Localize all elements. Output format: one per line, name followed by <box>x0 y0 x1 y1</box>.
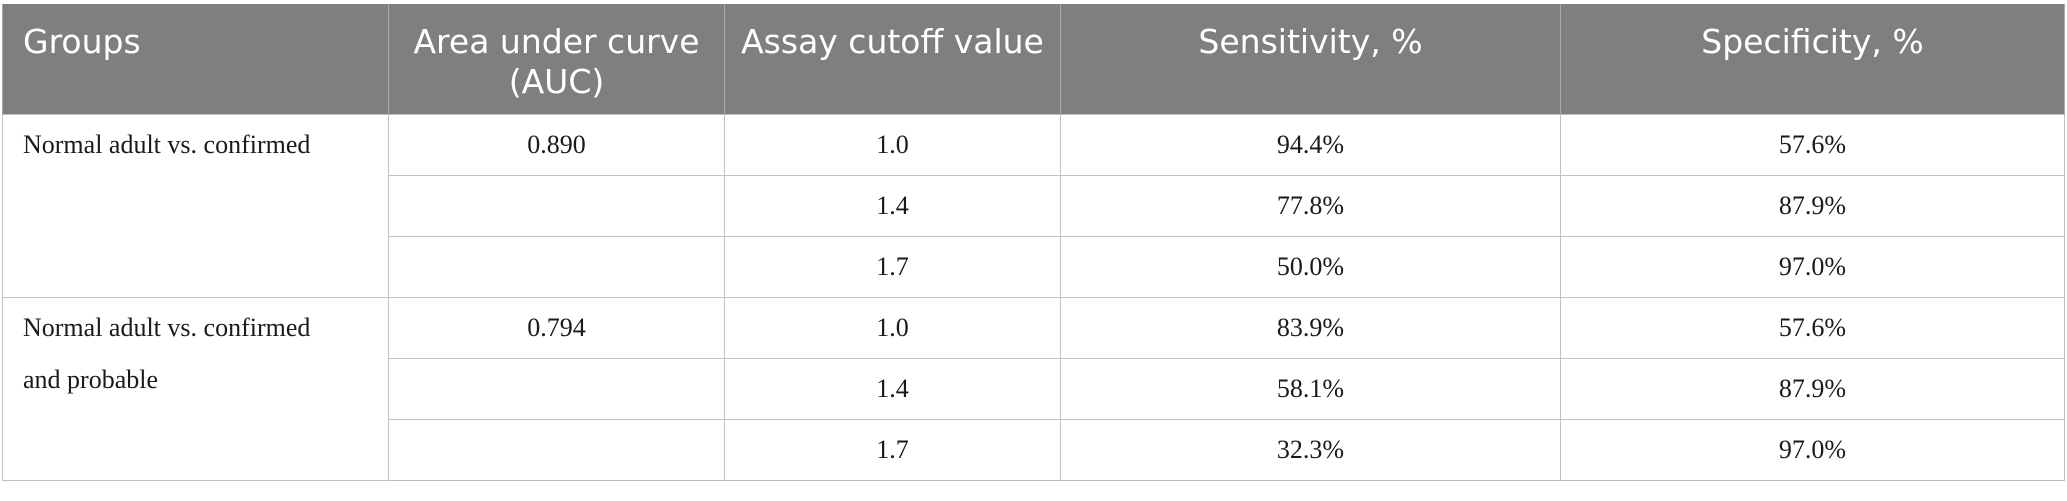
header-specificity: Specificity, % <box>1560 4 2065 114</box>
header-cutoff: Assay cutoff value <box>724 4 1061 114</box>
auc-cell-empty <box>388 235 725 298</box>
header-row: Groups Area under curve (AUC) Assay cuto… <box>2 4 2065 114</box>
table-body: Normal adult vs. confirmed 0.890 1.0 94.… <box>2 113 2065 481</box>
table-row: Normal adult vs. confirmed and probable … <box>2 296 2065 481</box>
table-row: 1.7 32.3% 97.0% <box>3 418 2065 481</box>
cutoff-cell: 1.4 <box>724 357 1061 420</box>
header-sensitivity: Sensitivity, % <box>1060 4 1561 114</box>
group-label-cell: Normal adult vs. confirmed <box>2 113 389 298</box>
cutoff-cell: 1.0 <box>724 296 1061 359</box>
table-header: Groups Area under curve (AUC) Assay cuto… <box>2 4 2065 114</box>
group-label-cell: Normal adult vs. confirmed and probable <box>2 296 389 481</box>
specificity-cell: 57.6% <box>1560 113 2065 176</box>
table-row: 1.4 58.1% 87.9% <box>3 357 2065 420</box>
sensitivity-cell: 94.4% <box>1060 113 1561 176</box>
results-table-container: Groups Area under curve (AUC) Assay cuto… <box>2 4 2065 481</box>
auc-cell: 0.890 <box>388 113 725 176</box>
cutoff-cell: 1.7 <box>724 418 1061 481</box>
header-auc: Area under curve (AUC) <box>388 4 725 114</box>
cutoff-cell: 1.4 <box>724 174 1061 237</box>
sensitivity-cell: 83.9% <box>1060 296 1561 359</box>
cutoff-cell: 1.0 <box>724 113 1061 176</box>
auc-cell-empty <box>388 357 725 420</box>
auc-cell-empty <box>388 174 725 237</box>
specificity-cell: 97.0% <box>1560 418 2065 481</box>
sensitivity-cell: 32.3% <box>1060 418 1561 481</box>
header-groups: Groups <box>2 4 389 114</box>
sensitivity-cell: 77.8% <box>1060 174 1561 237</box>
sensitivity-cell: 50.0% <box>1060 235 1561 298</box>
auc-cell-empty <box>388 418 725 481</box>
sensitivity-cell: 58.1% <box>1060 357 1561 420</box>
specificity-cell: 57.6% <box>1560 296 2065 359</box>
specificity-cell: 87.9% <box>1560 174 2065 237</box>
group-label: Normal adult vs. confirmed <box>23 129 311 159</box>
roc-results-table: Groups Area under curve (AUC) Assay cuto… <box>2 4 2065 481</box>
specificity-cell: 87.9% <box>1560 357 2065 420</box>
cutoff-cell: 1.7 <box>724 235 1061 298</box>
auc-cell: 0.794 <box>388 296 725 359</box>
specificity-cell: 97.0% <box>1560 235 2065 298</box>
table-row: Normal adult vs. confirmed 0.890 1.0 94.… <box>2 113 2065 298</box>
group-label: Normal adult vs. confirmed and probable <box>23 312 311 394</box>
